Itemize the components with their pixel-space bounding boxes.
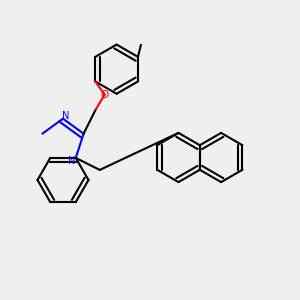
Text: N: N	[68, 156, 75, 166]
Text: O: O	[100, 90, 109, 100]
Text: N: N	[62, 111, 70, 121]
